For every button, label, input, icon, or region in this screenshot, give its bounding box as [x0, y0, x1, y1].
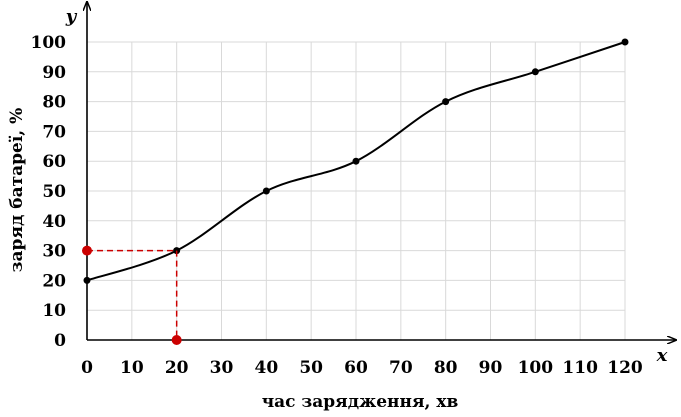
y-tick-label: 40 [42, 212, 66, 232]
data-point [621, 38, 629, 46]
data-point [442, 98, 450, 106]
y-tick-label: 90 [42, 63, 66, 83]
x-tick-label: 70 [389, 358, 413, 378]
x-tick-label: 50 [299, 358, 323, 378]
projection-point-y-axis [82, 245, 92, 256]
y-axis-title: заряд батареї, % [7, 108, 27, 273]
x-tick-label: 30 [210, 358, 234, 378]
projection-point-x-axis [171, 335, 182, 345]
y-axis-variable: y [65, 6, 78, 27]
y-tick-label: 50 [42, 182, 66, 202]
x-tick-label: 60 [344, 358, 368, 378]
x-tick-label: 40 [254, 358, 278, 378]
x-tick-label: 10 [120, 358, 144, 378]
x-axis-title: час зарядження, хв [262, 392, 459, 412]
x-tick-label: 100 [518, 358, 554, 378]
y-tick-label: 0 [54, 331, 66, 351]
data-point [262, 187, 270, 195]
series [83, 38, 629, 284]
y-tick-labels: 0 10 20 30 40 50 60 70 80 90 100 [31, 33, 67, 351]
x-tick-label: 110 [562, 358, 598, 378]
annotation [82, 245, 182, 345]
y-tick-label: 70 [42, 122, 66, 142]
x-tick-label: 90 [479, 358, 503, 378]
y-tick-label: 100 [31, 33, 67, 53]
data-point [83, 276, 91, 284]
y-tick-label: 20 [42, 271, 66, 291]
x-tick-label: 0 [81, 358, 93, 378]
x-tick-label: 80 [434, 358, 458, 378]
x-tick-label: 20 [165, 358, 189, 378]
x-tick-labels: 0 10 20 30 40 50 60 70 80 90 100 110 120 [81, 358, 643, 378]
y-tick-label: 30 [42, 242, 66, 262]
y-tick-label: 10 [42, 301, 66, 321]
data-point [531, 68, 539, 76]
y-tick-label: 80 [42, 93, 66, 113]
data-point [352, 157, 360, 165]
x-axis-variable: x [656, 345, 668, 366]
y-tick-label: 60 [42, 152, 66, 172]
axes [87, 2, 676, 340]
x-tick-label: 120 [607, 358, 643, 378]
grid [87, 41, 626, 340]
